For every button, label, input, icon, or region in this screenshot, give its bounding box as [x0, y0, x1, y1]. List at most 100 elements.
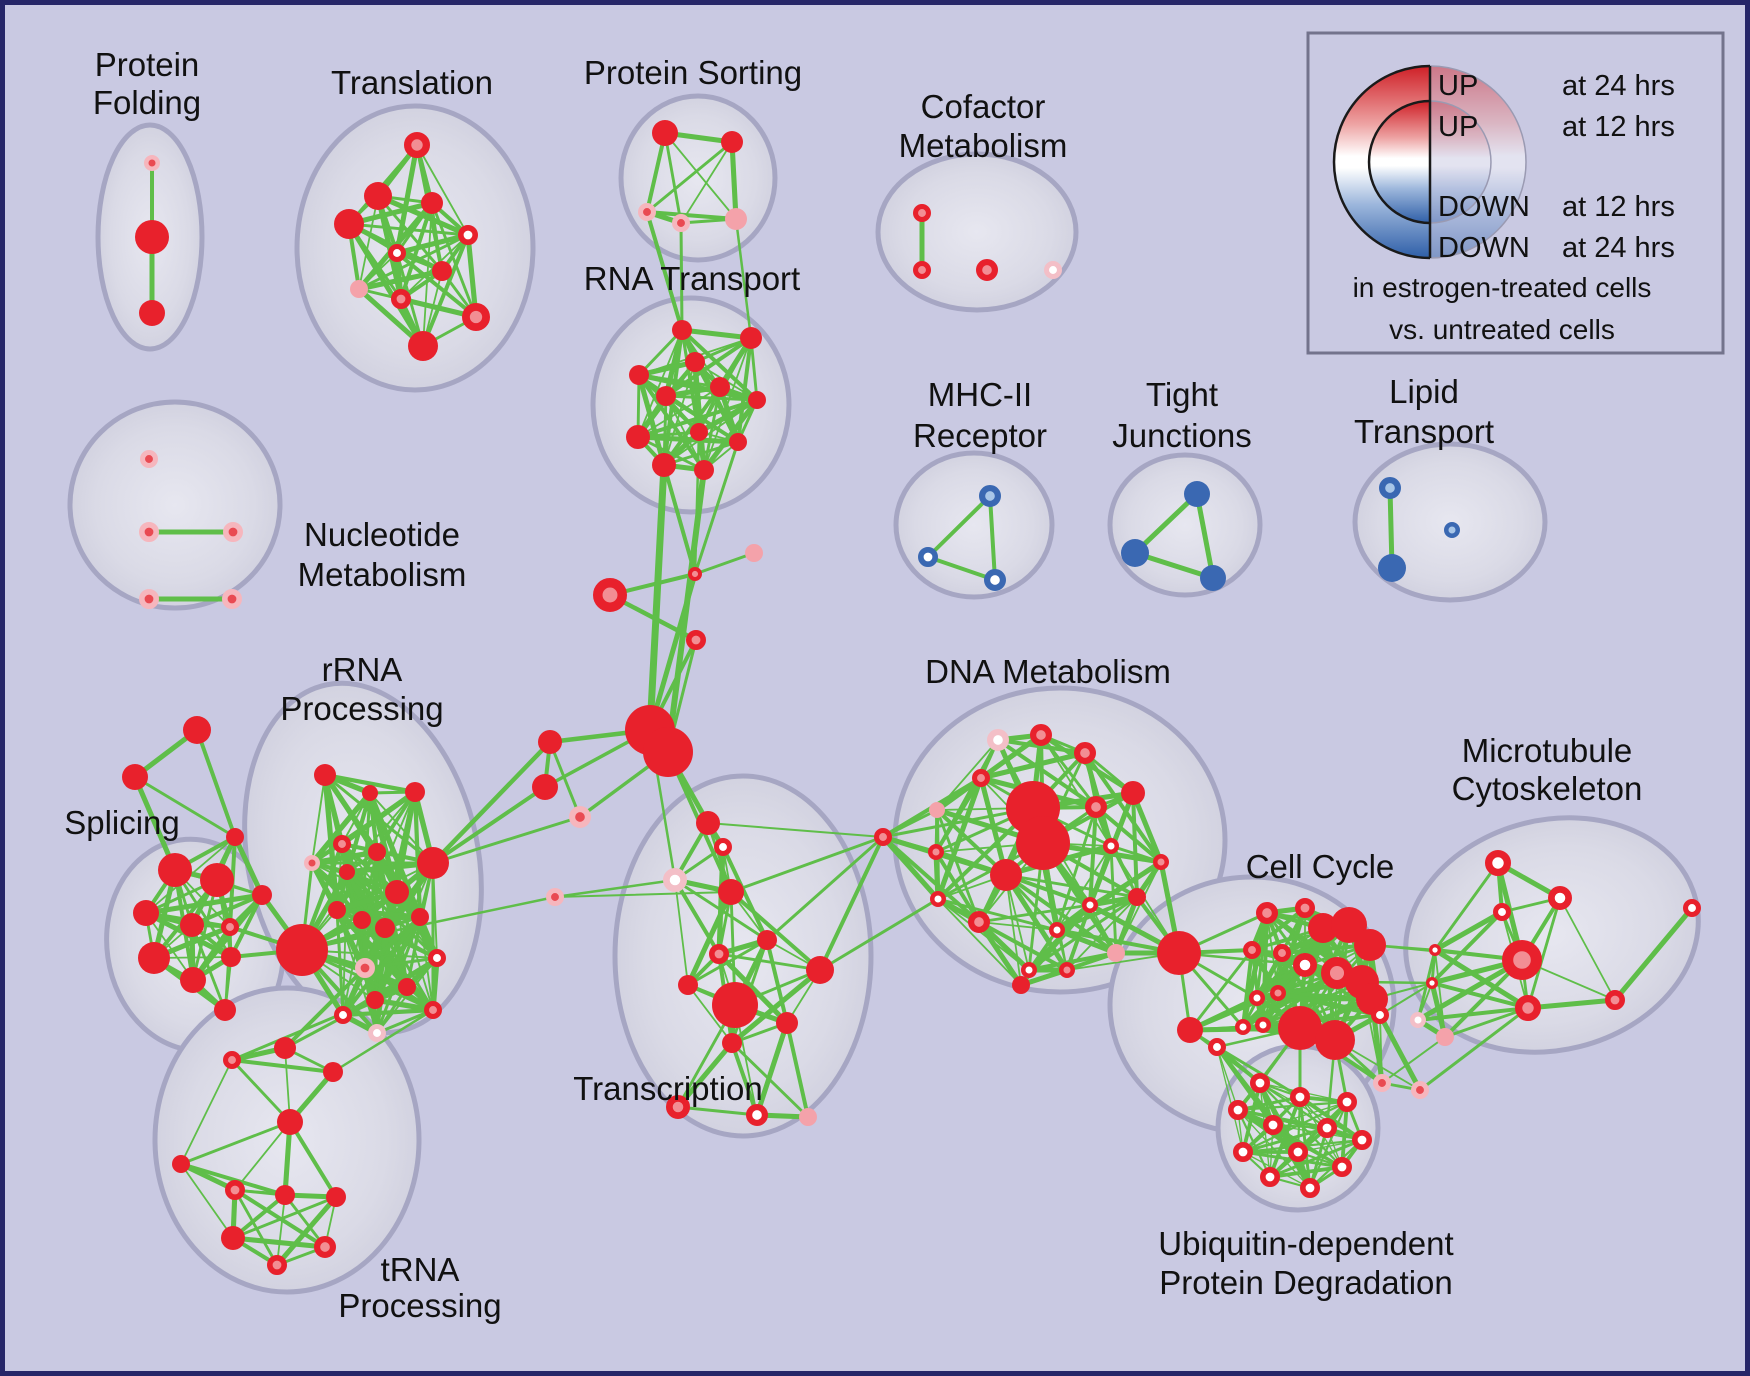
gene-node-pink	[1501, 939, 1542, 980]
gene-node-red	[334, 209, 364, 239]
cluster-label-transcription: Transcription	[573, 1070, 763, 1107]
legend-direction-label: DOWN	[1438, 191, 1530, 223]
gene-node-red	[226, 828, 244, 846]
edge-cell-cycle	[1250, 906, 1307, 952]
edge-cell-cycle	[1379, 1014, 1383, 1084]
gene-node-red	[1278, 1006, 1322, 1050]
edge-connector	[665, 467, 707, 755]
gene-node-white	[1250, 1073, 1271, 1094]
gene-nodes	[122, 120, 1702, 1276]
gene-node-red	[710, 377, 730, 397]
gene-node-pink	[1084, 796, 1107, 819]
edge-translation	[358, 195, 379, 290]
gene-node-red	[214, 999, 236, 1021]
gene-node-halo	[222, 588, 243, 609]
edge-translation	[430, 201, 478, 319]
edge-ubiquitin-degradation	[1216, 1046, 1244, 1153]
edge-transcription	[686, 938, 769, 987]
gene-node-red	[643, 727, 693, 777]
edge-connector	[554, 891, 732, 898]
edge-transcription	[729, 967, 823, 1046]
edge-splicing	[133, 775, 237, 839]
gene-node-halo	[303, 854, 320, 871]
gene-node-pink	[423, 1001, 442, 1020]
gene-node-white	[1081, 896, 1098, 913]
cluster-label-dna-metabolism: DNA Metabolism	[925, 653, 1171, 690]
edge-cell-cycle	[1241, 948, 1254, 1029]
gene-node-pink	[1515, 995, 1542, 1022]
gene-node-red	[672, 320, 692, 340]
gene-node-red	[408, 331, 438, 361]
gene-node-white	[333, 1006, 352, 1025]
gene-node-blueLight	[979, 484, 1002, 507]
gene-node-pink	[225, 1180, 246, 1201]
legend-fade-overlay	[1430, 66, 1526, 258]
gene-node-blue	[1184, 481, 1210, 507]
edge-rna-transport	[636, 372, 760, 403]
edge-microtubule-cytoskeleton	[1430, 910, 1504, 985]
cluster-label-microtubule-cytoskeleton: Cytoskeleton	[1452, 770, 1643, 807]
gene-node-white	[1300, 1178, 1321, 1199]
gene-node-white	[1352, 1130, 1373, 1151]
edge-trna-processing	[288, 1120, 338, 1199]
cluster-ellipse-nucleotide-metabolism	[67, 399, 283, 611]
edge-dna-metabolism	[937, 898, 1022, 986]
gene-node-red	[718, 879, 744, 905]
gene-node-white	[1288, 1142, 1309, 1163]
edge-microtubule-cytoskeleton	[1432, 947, 1531, 1011]
edge-ubiquitin-degradation	[1268, 1165, 1344, 1179]
gene-node-red	[990, 859, 1022, 891]
edge-dna-metabolism	[1004, 873, 1118, 955]
gene-node-paleWhite	[662, 867, 687, 892]
cluster-label-lipid-transport: Lipid	[1389, 373, 1459, 410]
gene-node-pink	[266, 1255, 287, 1276]
gene-node-red	[421, 192, 443, 214]
gene-node-white	[1048, 921, 1065, 938]
gene-node-red	[364, 182, 392, 210]
legend-time-label: at 24 hrs	[1562, 232, 1675, 264]
edge-connector	[1433, 861, 1500, 952]
edge-connector	[662, 463, 697, 576]
edge-connector	[331, 1008, 435, 1074]
edge-trna-processing	[179, 1120, 292, 1166]
gene-node-pink	[1273, 944, 1292, 963]
edge-protein-sorting	[645, 131, 667, 214]
gene-node-pink	[685, 629, 706, 650]
gene-node-white	[1317, 1118, 1338, 1139]
edge-translation	[431, 202, 443, 272]
gene-node-red	[1012, 976, 1030, 994]
gene-node-pink	[1073, 742, 1096, 765]
edge-rna-transport	[679, 327, 754, 341]
edge-rrna-processing	[372, 997, 436, 1013]
edge-dna-metabolism	[1089, 904, 1117, 954]
edge-transcription	[721, 845, 769, 942]
gene-node-pink	[593, 578, 628, 613]
edge-connector	[1379, 982, 1433, 1016]
edge-microtubule-cytoskeleton	[1415, 957, 1525, 1023]
cluster-label-cofactor-metabolism: Metabolism	[899, 127, 1068, 164]
edge-tight-junctions	[1132, 491, 1200, 556]
gene-node-red	[1121, 781, 1145, 805]
gene-node-white	[457, 225, 478, 246]
cluster-label-tight-junctions: Tight	[1146, 376, 1218, 413]
edge-rrna-processing	[396, 891, 434, 1011]
gene-node-blue	[1121, 539, 1149, 567]
edge-dna-metabolism	[935, 775, 984, 902]
gene-node-white	[1248, 989, 1265, 1006]
edge-dna-metabolism	[935, 808, 981, 924]
cluster-label-splicing: Splicing	[64, 804, 180, 841]
cluster-label-protein-sorting: Protein Sorting	[584, 54, 802, 91]
legend-right-arc	[1429, 100, 1492, 224]
gene-node-paleSolid	[799, 1108, 817, 1126]
edge-cell-cycle	[1377, 1012, 1423, 1093]
edge-dna-metabolism	[1005, 874, 1030, 971]
gene-node-white	[1337, 1092, 1358, 1113]
gene-node-pink	[1605, 989, 1626, 1010]
cluster-label-tight-junctions: Junctions	[1112, 417, 1251, 454]
edge-transcription	[687, 984, 733, 1044]
edge-connector	[553, 878, 677, 899]
cluster-label-translation: Translation	[331, 64, 493, 101]
gene-node-red	[314, 764, 336, 786]
